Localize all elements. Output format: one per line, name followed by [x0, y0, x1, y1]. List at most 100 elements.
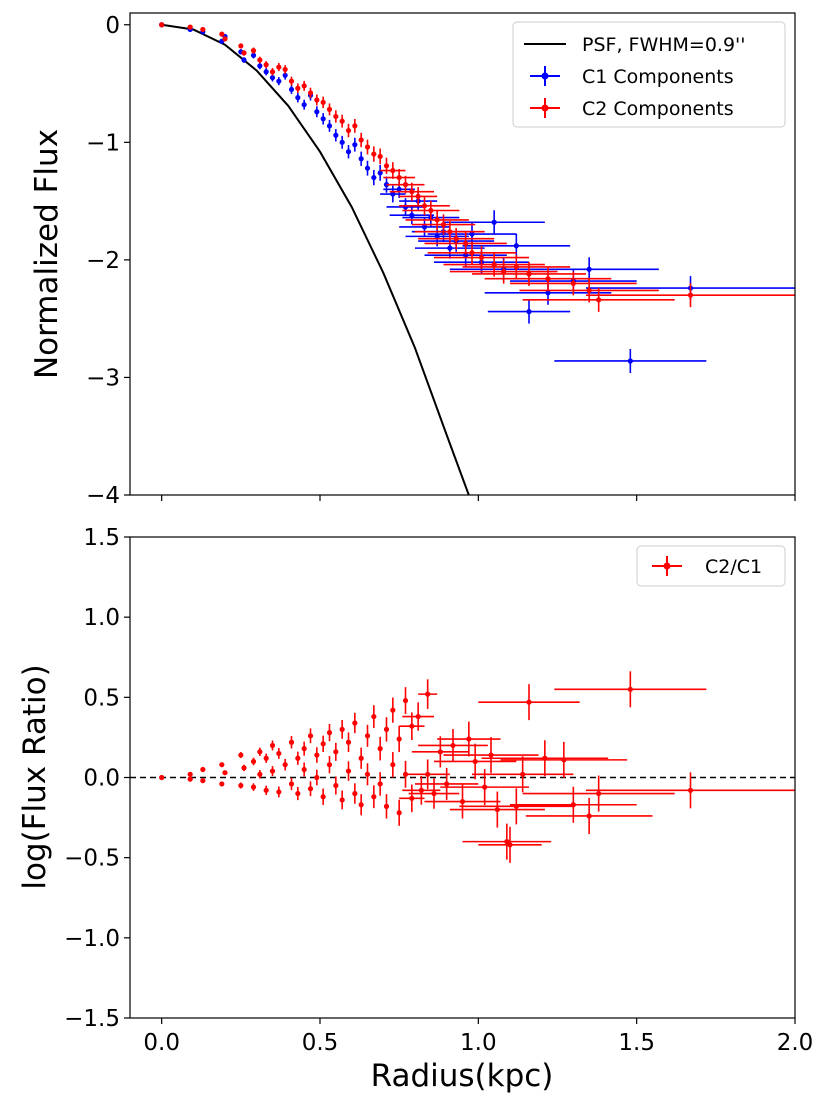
c2-component-point [219, 31, 225, 37]
ratio-point [402, 702, 434, 731]
c2-component-point [276, 63, 282, 72]
c2-component-point [352, 118, 358, 133]
ratio-point [418, 729, 488, 762]
ratio-point [358, 747, 364, 769]
c2-component-point [377, 148, 383, 165]
legend-ratio-label: C2/C1 [705, 556, 762, 578]
ratio-point [462, 823, 552, 860]
c2-component-point [257, 56, 263, 64]
ratio-point [396, 726, 402, 753]
c1-component-point [364, 160, 371, 176]
ratio-point [333, 776, 339, 795]
ratio-point [377, 736, 383, 761]
ratio-point [399, 784, 425, 813]
ratio-point [250, 783, 257, 791]
c2-component-point [586, 283, 795, 308]
legend-c2-swatch [530, 98, 560, 118]
ratio-point [276, 786, 282, 798]
ratio-point [472, 756, 574, 793]
ratio-point [295, 786, 301, 801]
c2-component-point [484, 266, 612, 291]
ratio-point [478, 826, 542, 863]
c1-component-point [339, 135, 345, 149]
ratio-point [263, 785, 269, 795]
legend-c1-swatch [530, 66, 560, 86]
top-y-tick-label: −4 [86, 483, 120, 509]
ratio-point [377, 772, 383, 796]
c1-component-point [377, 165, 383, 181]
ratio-point [500, 741, 628, 778]
c2-component-point [522, 287, 675, 312]
c2-component-point [269, 67, 276, 76]
ratio-point [434, 743, 517, 780]
c2-component-point [295, 83, 301, 93]
ratio-point [219, 762, 225, 768]
c1-component-point [519, 257, 659, 282]
bottom-y-tick-label: 1.5 [83, 525, 120, 551]
ratio-point [478, 684, 580, 721]
bottom-y-tick-label: −0.5 [64, 846, 120, 872]
legend-psf-label: PSF, FWHM=0.9'' [582, 34, 746, 56]
ratio-point [257, 747, 263, 757]
c2-component-point [200, 26, 206, 33]
c1-component-point [371, 169, 377, 186]
ratio-point [301, 741, 307, 756]
ratio-point [352, 712, 358, 734]
c2-component-point [405, 209, 469, 230]
ratio-point [437, 721, 501, 757]
ratio-point [554, 671, 707, 708]
c2-component-point [339, 114, 345, 128]
ratio-point [187, 776, 193, 782]
top-y-tick-label: 0 [105, 13, 120, 39]
ratio-point [269, 740, 276, 751]
ratio-point [383, 794, 390, 819]
ratio-point [411, 736, 469, 768]
ratio-point [390, 697, 396, 723]
bottom-legend: C2/C1 [636, 545, 786, 587]
c2-component-point [345, 123, 352, 138]
c1-component-point [345, 145, 352, 159]
ratio-point [345, 761, 352, 781]
ratio-point [288, 777, 295, 791]
ratio-point [326, 756, 333, 774]
ratio-point [269, 766, 276, 777]
c1-component-point [326, 119, 333, 132]
ratio-point [364, 763, 371, 786]
ratio-point [320, 788, 326, 805]
ratio-point [219, 781, 225, 787]
ratio-point [586, 772, 795, 809]
ratio-point [481, 740, 609, 777]
ratio-point [307, 728, 314, 744]
top-legend: PSF, FWHM=0.9'' C1 Components C2 Compone… [512, 21, 786, 128]
c2-component-point [472, 261, 586, 286]
c2-component-point [238, 43, 244, 49]
c2-component-point [314, 94, 320, 106]
c2-component-point [380, 162, 406, 179]
ratio-point [339, 790, 345, 810]
bottom-x-tick-label: 2.0 [777, 1030, 814, 1056]
c1-component-point [333, 129, 339, 142]
c2-component-point [222, 36, 228, 42]
ratio-point [396, 799, 402, 826]
ratio-point [510, 786, 637, 823]
c2-component-point [250, 47, 257, 54]
c2-component-point [326, 103, 333, 116]
c2-component-point [187, 24, 193, 30]
ratio-point [415, 767, 479, 800]
c1-component-point [288, 84, 295, 94]
c1-component-point [443, 210, 545, 235]
ratio-point [263, 753, 269, 763]
c1-component-point [320, 113, 326, 125]
c2-component-point [399, 196, 450, 216]
legend-ratio-swatch [652, 556, 682, 576]
ratio-point [424, 784, 501, 819]
ratio-point [371, 705, 377, 728]
bottom-y-tick-label: 1.0 [83, 605, 120, 631]
ratio-point [443, 737, 539, 774]
top-y-tick-label: −3 [86, 365, 120, 391]
c1-component-point [295, 92, 301, 103]
legend-c1-label: C1 Components [582, 66, 734, 88]
c2-component-point [307, 87, 314, 99]
ratio-point [333, 742, 339, 761]
ratio-point [200, 766, 206, 773]
